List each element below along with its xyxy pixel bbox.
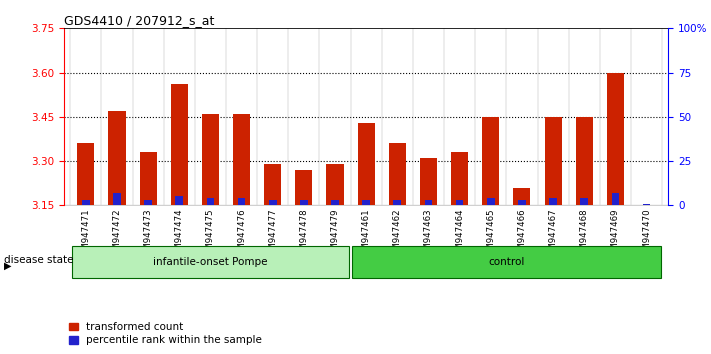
Bar: [393, 200, 401, 205]
Bar: [108, 111, 126, 205]
Bar: [456, 200, 464, 205]
Bar: [576, 117, 593, 205]
Bar: [176, 196, 183, 205]
Bar: [513, 188, 530, 205]
Bar: [300, 200, 308, 205]
Bar: [269, 200, 277, 205]
Bar: [264, 164, 282, 205]
Bar: [482, 117, 499, 205]
Bar: [237, 198, 245, 205]
Bar: [202, 114, 219, 205]
Bar: [549, 198, 557, 205]
Bar: [420, 158, 437, 205]
Bar: [611, 193, 619, 205]
Bar: [326, 164, 343, 205]
Bar: [358, 123, 375, 205]
Bar: [518, 200, 525, 205]
Bar: [545, 117, 562, 205]
Bar: [72, 246, 349, 278]
Bar: [82, 200, 90, 205]
Bar: [389, 143, 406, 205]
Legend: transformed count, percentile rank within the sample: transformed count, percentile rank withi…: [69, 322, 262, 345]
Bar: [352, 246, 661, 278]
Bar: [643, 204, 651, 205]
Bar: [144, 200, 152, 205]
Text: ▶: ▶: [4, 261, 11, 271]
Bar: [113, 193, 121, 205]
Bar: [139, 152, 156, 205]
Bar: [363, 200, 370, 205]
Bar: [451, 152, 468, 205]
Bar: [233, 114, 250, 205]
Text: GDS4410 / 207912_s_at: GDS4410 / 207912_s_at: [64, 14, 214, 27]
Bar: [487, 198, 495, 205]
Bar: [580, 198, 588, 205]
Bar: [424, 200, 432, 205]
Text: infantile-onset Pompe: infantile-onset Pompe: [153, 257, 267, 267]
Bar: [331, 200, 339, 205]
Bar: [207, 198, 214, 205]
Bar: [295, 170, 312, 205]
Bar: [171, 84, 188, 205]
Text: control: control: [488, 257, 525, 267]
Bar: [606, 73, 624, 205]
Bar: [77, 143, 95, 205]
Text: disease state: disease state: [4, 255, 73, 265]
